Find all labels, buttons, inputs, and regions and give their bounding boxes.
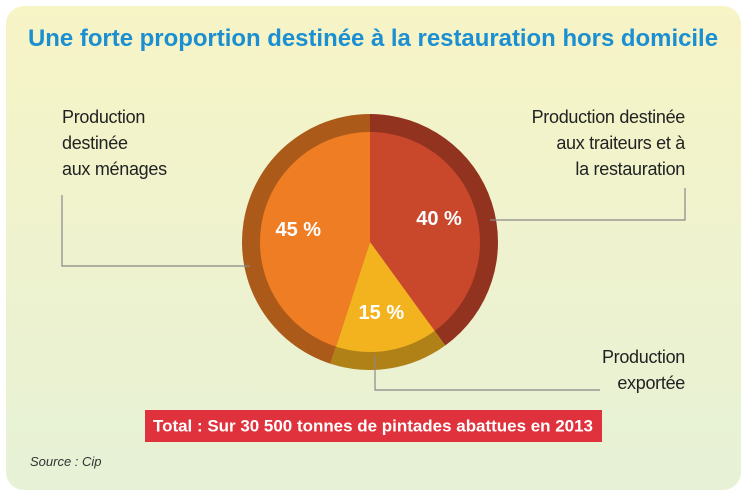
value-label: 40 %: [416, 208, 462, 230]
value-label: 15 %: [359, 302, 405, 324]
leader-line: [490, 188, 686, 221]
slice: [370, 132, 480, 331]
value-label: 45 %: [275, 219, 321, 241]
source: Source : Cip: [30, 454, 102, 469]
leader-line: [61, 195, 250, 267]
slice-label: Production destinée aux ménages: [62, 107, 167, 179]
slice: [260, 132, 370, 347]
pie: 40 % 15 % 45 %: [242, 114, 498, 371]
total-box: [145, 410, 602, 442]
slice-label: Production exportée: [601, 347, 685, 393]
slice-label: Production destinée aux traiteurs et à l…: [531, 107, 686, 179]
chart-title: Une forte proportion destinée à la resta…: [28, 25, 718, 52]
total-text: Total : Sur 30 500 tonnes de pintades ab…: [153, 416, 593, 435]
slice: [336, 242, 435, 352]
leader-line: [374, 355, 600, 391]
